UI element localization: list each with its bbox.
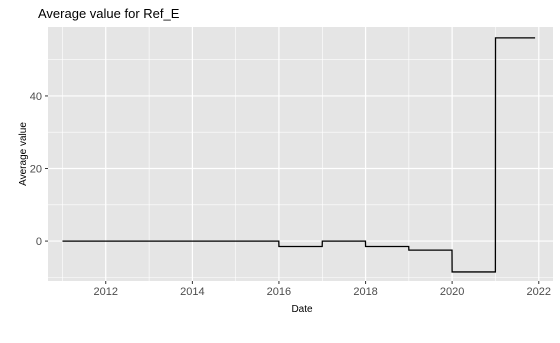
x-tick-label: 2018 <box>353 286 377 298</box>
y-axis: 0 20 40 <box>30 91 48 248</box>
y-tick-label: 40 <box>30 91 42 103</box>
x-tick-label: 2022 <box>527 286 551 298</box>
y-axis-title: Average value <box>18 122 29 186</box>
x-axis: 2012 2014 2016 2018 2020 2022 <box>93 281 551 298</box>
x-tick-label: 2012 <box>93 286 117 298</box>
x-tick-label: 2014 <box>180 286 204 298</box>
major-grid <box>48 27 553 281</box>
y-tick-label: 0 <box>36 236 42 248</box>
series-line <box>62 37 536 273</box>
x-tick-label: 2016 <box>267 286 291 298</box>
y-tick-label: 20 <box>30 164 42 176</box>
chart-title: Average value for Ref_E <box>38 6 180 21</box>
x-axis-title: Date <box>291 304 313 315</box>
plot-panel <box>48 27 553 281</box>
x-tick-label: 2020 <box>440 286 464 298</box>
